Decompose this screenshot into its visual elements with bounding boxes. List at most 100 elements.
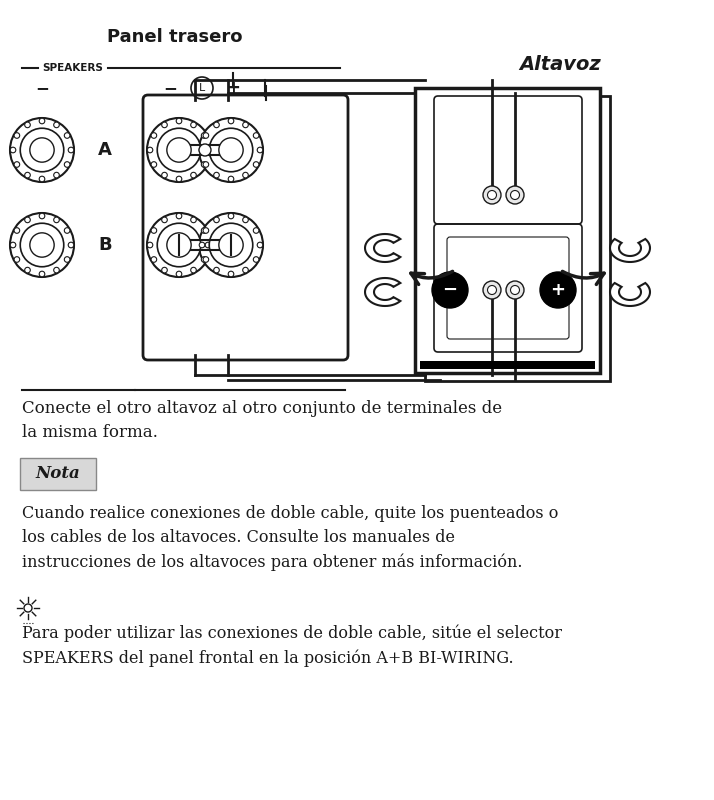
Circle shape — [191, 122, 196, 128]
Circle shape — [10, 147, 16, 153]
Text: L: L — [199, 83, 205, 93]
Circle shape — [157, 128, 201, 172]
Circle shape — [506, 281, 524, 299]
Circle shape — [203, 257, 208, 262]
Circle shape — [199, 144, 211, 156]
Text: Panel trasero: Panel trasero — [107, 28, 243, 46]
Text: Para poder utilizar las conexiones de doble cable, sitúe el selector
SPEAKERS de: Para poder utilizar las conexiones de do… — [22, 625, 562, 667]
Circle shape — [201, 257, 207, 262]
Circle shape — [167, 233, 191, 257]
Circle shape — [191, 172, 196, 178]
Circle shape — [209, 223, 253, 266]
Circle shape — [14, 162, 20, 167]
Circle shape — [488, 190, 496, 199]
Circle shape — [243, 122, 248, 128]
Text: +: + — [226, 79, 240, 97]
Circle shape — [161, 172, 167, 178]
Circle shape — [147, 118, 211, 182]
Circle shape — [39, 118, 45, 124]
Text: A: A — [98, 141, 112, 159]
Circle shape — [30, 138, 54, 162]
Bar — [425, 96, 610, 381]
Circle shape — [209, 128, 253, 172]
Circle shape — [14, 228, 20, 234]
Circle shape — [20, 128, 64, 172]
Circle shape — [14, 133, 20, 138]
Circle shape — [199, 118, 263, 182]
Circle shape — [151, 228, 156, 234]
Circle shape — [201, 162, 207, 167]
Circle shape — [147, 147, 153, 153]
Circle shape — [25, 217, 30, 222]
Circle shape — [432, 272, 468, 308]
Circle shape — [213, 267, 219, 273]
Circle shape — [54, 267, 59, 273]
Circle shape — [176, 214, 182, 218]
Circle shape — [483, 186, 501, 204]
Circle shape — [161, 122, 167, 128]
Circle shape — [203, 228, 208, 234]
Circle shape — [228, 176, 233, 182]
Circle shape — [161, 217, 167, 222]
FancyArrowPatch shape — [563, 271, 604, 285]
Circle shape — [540, 272, 576, 308]
Circle shape — [228, 118, 233, 124]
Circle shape — [176, 118, 182, 124]
Circle shape — [243, 217, 248, 222]
Circle shape — [54, 172, 59, 178]
Circle shape — [253, 133, 259, 138]
Circle shape — [151, 257, 156, 262]
Text: Cuando realice conexiones de doble cable, quite los puenteados o
los cables de l: Cuando realice conexiones de doble cable… — [22, 505, 558, 571]
Circle shape — [167, 138, 191, 162]
Circle shape — [511, 286, 520, 294]
Text: Conecte el otro altavoz al otro conjunto de terminales de
la misma forma.: Conecte el otro altavoz al otro conjunto… — [22, 400, 502, 441]
Circle shape — [483, 281, 501, 299]
Circle shape — [54, 122, 59, 128]
Circle shape — [147, 242, 153, 248]
Circle shape — [161, 267, 167, 273]
Circle shape — [54, 217, 59, 222]
Circle shape — [39, 271, 45, 277]
Circle shape — [25, 267, 30, 273]
Polygon shape — [365, 278, 401, 306]
Circle shape — [25, 122, 30, 128]
Circle shape — [151, 162, 156, 167]
Circle shape — [14, 257, 20, 262]
Circle shape — [10, 213, 74, 277]
Text: −: − — [163, 79, 177, 97]
Circle shape — [205, 242, 211, 248]
Text: B: B — [99, 236, 112, 254]
Circle shape — [10, 118, 74, 182]
Circle shape — [39, 214, 45, 218]
Bar — [415, 88, 600, 373]
Bar — [420, 361, 595, 369]
Text: −: − — [35, 79, 49, 97]
Circle shape — [25, 172, 30, 178]
Polygon shape — [365, 234, 401, 262]
Circle shape — [253, 162, 259, 167]
Circle shape — [176, 176, 182, 182]
Text: +: + — [550, 281, 565, 299]
Circle shape — [64, 133, 70, 138]
Circle shape — [228, 271, 233, 277]
Circle shape — [191, 217, 196, 222]
Circle shape — [201, 228, 207, 234]
Circle shape — [199, 147, 205, 153]
Circle shape — [218, 138, 243, 162]
Circle shape — [203, 162, 208, 167]
FancyArrowPatch shape — [411, 271, 453, 285]
Circle shape — [64, 228, 70, 234]
Polygon shape — [610, 283, 650, 306]
Circle shape — [199, 242, 205, 248]
Circle shape — [213, 217, 219, 222]
Circle shape — [511, 190, 520, 199]
Circle shape — [147, 213, 211, 277]
Circle shape — [201, 133, 207, 138]
FancyBboxPatch shape — [20, 458, 96, 490]
Circle shape — [64, 257, 70, 262]
Circle shape — [64, 162, 70, 167]
Circle shape — [176, 271, 182, 277]
Text: Nota: Nota — [36, 466, 81, 482]
Circle shape — [253, 257, 259, 262]
Circle shape — [10, 242, 16, 248]
